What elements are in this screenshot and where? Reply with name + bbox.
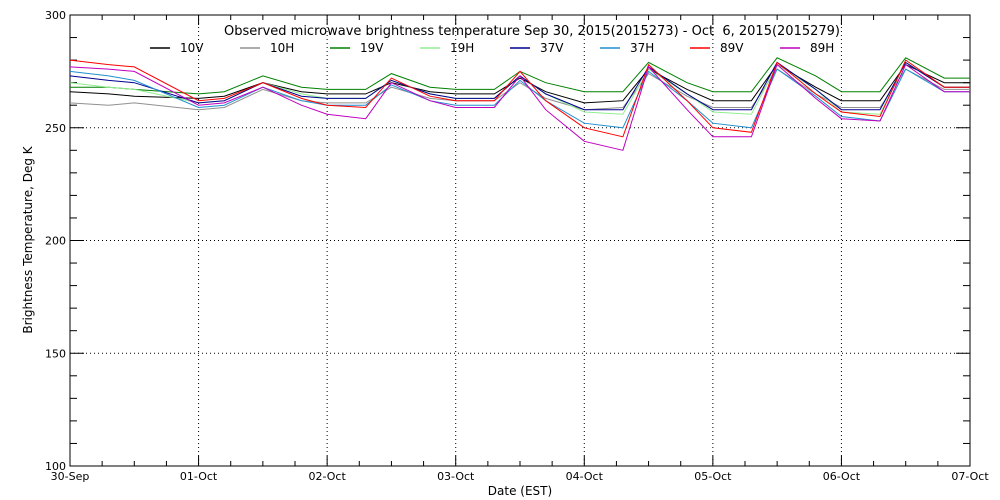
plot-area: [69, 14, 971, 467]
legend: 10V 10H 19V 19H 37V 37H 89V 89H: [150, 41, 834, 55]
x-tick-label: 03-Oct: [437, 470, 475, 483]
y-tick-label: 100: [45, 460, 66, 473]
x-tick-label: 07-Oct: [951, 470, 989, 483]
legend-label-10v: 10V: [180, 41, 204, 55]
y-tick-label: 250: [45, 122, 66, 135]
legend-label-37v: 37V: [540, 41, 564, 55]
legend-label-89v: 89V: [720, 41, 744, 55]
y-tick-label: 150: [45, 347, 66, 360]
series-line-89h: [69, 63, 970, 151]
x-tick-label: 05-Oct: [694, 470, 732, 483]
chart-title: Observed microwave brightness temperatur…: [224, 24, 840, 39]
legend-label-37h: 37H: [630, 41, 654, 55]
legend-label-19h: 19H: [450, 41, 474, 55]
x-tick-label: 06-Oct: [823, 470, 861, 483]
series-lines: [69, 57, 970, 151]
y-axis-title: Brightness Temperature, Deg K: [21, 145, 35, 333]
legend-label-10h: 10H: [270, 41, 294, 55]
x-tick-label: 02-Oct: [308, 470, 346, 483]
series-line-37v: [69, 61, 970, 111]
x-tick-label: 30-Sep: [51, 470, 90, 483]
legend-label-19v: 19V: [360, 41, 384, 55]
x-tick-label: 04-Oct: [566, 470, 604, 483]
series-line-89v: [69, 59, 970, 138]
x-tick-label: 01-Oct: [180, 470, 218, 483]
legend-label-89h: 89H: [810, 41, 834, 55]
series-line-19v: [70, 57, 970, 95]
y-tick-label: 300: [45, 9, 66, 22]
y-tick-label: 200: [45, 235, 66, 248]
series-line-37h: [69, 68, 970, 129]
x-axis-title: Date (EST): [488, 484, 552, 498]
axis-ticks: 30-Sep 01-Oct 02-Oct 03-Oct 04-Oct 05-Oct 06-O…: [45, 9, 989, 483]
